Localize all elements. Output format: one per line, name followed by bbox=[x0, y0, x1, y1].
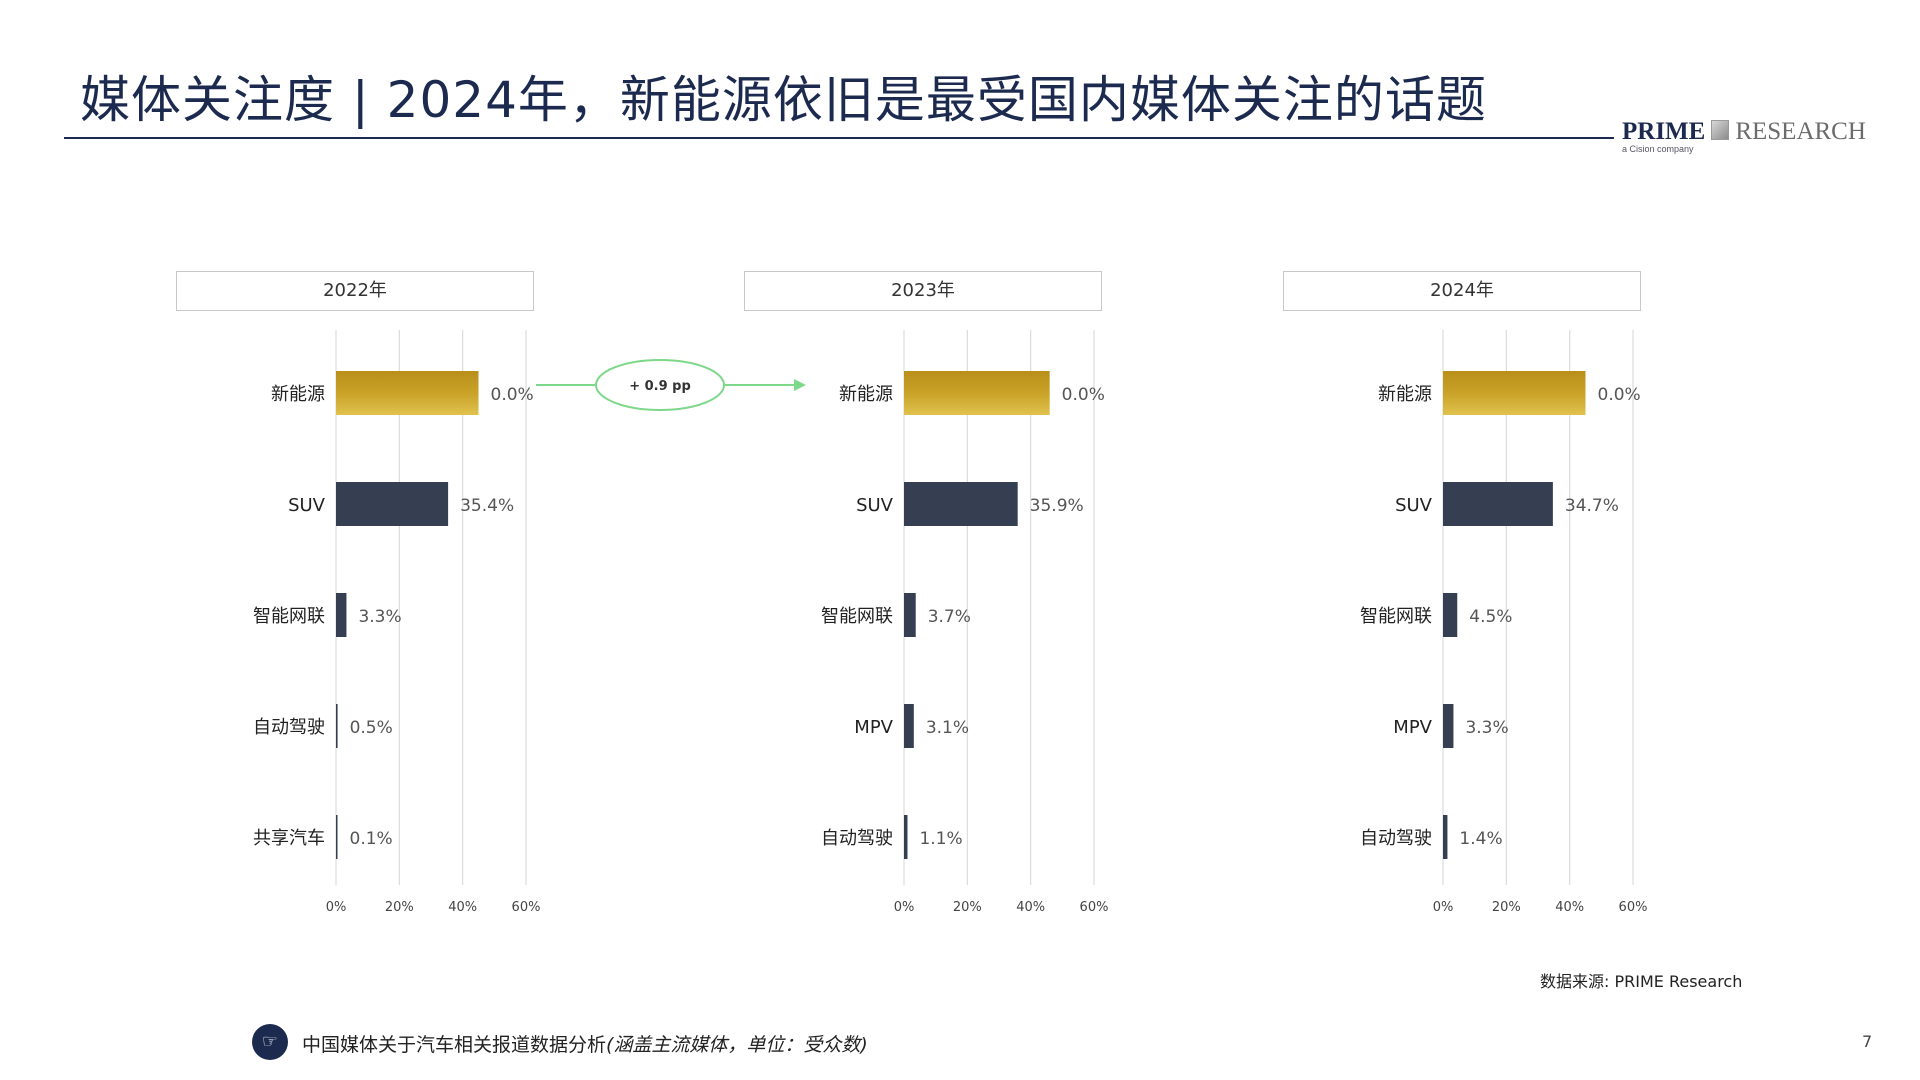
bar-2 bbox=[904, 482, 1018, 526]
bar-4 bbox=[336, 704, 338, 748]
bar-5 bbox=[336, 815, 338, 859]
pointing-hand-icon: ☞ bbox=[252, 1024, 288, 1060]
x-tick-label: 40% bbox=[1555, 900, 1584, 915]
logo-mark-icon bbox=[1711, 120, 1730, 140]
category-label: SUV bbox=[1395, 495, 1433, 516]
bar-2 bbox=[1443, 482, 1553, 526]
value-label: 3.3% bbox=[358, 607, 401, 627]
chart-title-2023: 2023年 bbox=[744, 271, 1102, 311]
category-label: 自动驾驶 bbox=[253, 717, 325, 738]
logo-prime-text: PRIME bbox=[1622, 118, 1706, 145]
x-tick-label: 20% bbox=[385, 900, 414, 915]
category-label: SUV bbox=[856, 495, 894, 516]
x-tick-label: 0% bbox=[326, 900, 347, 915]
bar-2 bbox=[336, 482, 449, 526]
chart-panel-2023: 0% 20% 40% 60% 新能源 0.0% SUV 35.9% 智能网联 3.7% MPV 3.1… bbox=[744, 265, 1264, 925]
value-label: 0.5% bbox=[350, 718, 393, 738]
x-tick-label: 60% bbox=[1619, 900, 1648, 915]
logo-research-text: RESEARCH bbox=[1735, 118, 1866, 145]
bar-chart-2023: 0% 20% 40% 60% 新能源 0.0% SUV 35.9% 智能网联 3.7% MPV 3.1… bbox=[821, 330, 1109, 915]
value-label: 1.1% bbox=[919, 829, 962, 849]
annotation-bubble bbox=[595, 359, 725, 411]
footer-note-scope: (涵盖主流媒体，单位：受众数) bbox=[606, 1034, 868, 1056]
bar-4 bbox=[904, 704, 914, 748]
category-label: 共享汽车 bbox=[253, 828, 325, 849]
value-label: 35.9% bbox=[1030, 496, 1084, 516]
x-tick-label: 0% bbox=[894, 900, 915, 915]
footer-note-text: 中国媒体关于汽车相关报道数据分析 bbox=[302, 1034, 607, 1056]
logo-subtitle: a Cision company bbox=[1622, 144, 1694, 154]
x-tick-label: 60% bbox=[512, 900, 541, 915]
chart-title-2022: 2022年 bbox=[176, 271, 534, 311]
bar-3 bbox=[336, 593, 347, 637]
category-label: 新能源 bbox=[839, 384, 893, 405]
category-label: 新能源 bbox=[271, 384, 325, 405]
value-label: 3.1% bbox=[926, 718, 969, 738]
value-label: 0.1% bbox=[350, 829, 393, 849]
bar-5 bbox=[904, 815, 908, 859]
bar-chart-2024: 0% 20% 40% 60% 新能源 0.0% SUV 34.7% 智能网联 4.5% MPV 3.3… bbox=[1360, 330, 1648, 915]
chart-title-2024: 2024年 bbox=[1283, 271, 1641, 311]
category-label: MPV bbox=[854, 717, 893, 738]
category-label: 新能源 bbox=[1378, 384, 1432, 405]
annotation-label: + 0.9 pp bbox=[629, 379, 691, 394]
bar-3 bbox=[904, 593, 916, 637]
page-title: 媒体关注度 | 2024年，新能源依旧是最受国内媒体关注的话题 bbox=[80, 71, 1487, 129]
category-label: MPV bbox=[1393, 717, 1432, 738]
chart-panel-2024: 0% 20% 40% 60% 新能源 0.0% SUV 34.7% 智能网联 4.5% MPV 3.3… bbox=[1283, 265, 1803, 925]
value-label: 0.0% bbox=[491, 385, 534, 405]
category-label: 智能网联 bbox=[253, 606, 325, 627]
bar-4 bbox=[1443, 704, 1454, 748]
bar-5 bbox=[1443, 815, 1448, 859]
category-label: 自动驾驶 bbox=[1360, 828, 1432, 849]
category-label: 智能网联 bbox=[1360, 606, 1432, 627]
x-tick-label: 40% bbox=[448, 900, 477, 915]
value-label: 4.5% bbox=[1469, 607, 1512, 627]
page-number: 7 bbox=[1862, 1032, 1873, 1051]
annotation-arrowhead-icon bbox=[794, 379, 806, 391]
value-label: 3.7% bbox=[928, 607, 971, 627]
value-label: 1.4% bbox=[1459, 829, 1502, 849]
bar-1 bbox=[336, 371, 479, 415]
footer-note: 中国媒体关于汽车相关报道数据分析(涵盖主流媒体，单位：受众数) bbox=[302, 1030, 868, 1057]
growth-annotation: + 0.9 pp bbox=[536, 359, 806, 411]
prime-research-logo: PRIME RESEARCH a Cision company bbox=[1622, 118, 1872, 158]
bar-1 bbox=[904, 371, 1050, 415]
category-label: 智能网联 bbox=[821, 606, 893, 627]
category-label: SUV bbox=[288, 495, 326, 516]
title-divider bbox=[64, 137, 1614, 139]
x-tick-label: 0% bbox=[1433, 900, 1454, 915]
bar-1 bbox=[1443, 371, 1586, 415]
value-label: 35.4% bbox=[460, 496, 514, 516]
bar-chart-2022: 0% 20% 40% 60% 新能源 0.0% SUV 35.4% 智能网联 3.3% 自动驾驶 0.… bbox=[253, 330, 541, 915]
x-tick-label: 40% bbox=[1016, 900, 1045, 915]
data-source: 数据来源: PRIME Research bbox=[1540, 972, 1743, 991]
value-label: 0.0% bbox=[1062, 385, 1105, 405]
bar-3 bbox=[1443, 593, 1458, 637]
x-tick-label: 20% bbox=[953, 900, 982, 915]
x-tick-label: 20% bbox=[1492, 900, 1521, 915]
value-label: 0.0% bbox=[1598, 385, 1641, 405]
x-tick-label: 60% bbox=[1080, 900, 1109, 915]
value-label: 34.7% bbox=[1565, 496, 1619, 516]
chart-panel-2022: 0% 20% 40% 60% 新能源 0.0% SUV 35.4% 智能网联 3.3% 自动驾驶 0.… bbox=[176, 265, 696, 925]
value-label: 3.3% bbox=[1465, 718, 1508, 738]
category-label: 自动驾驶 bbox=[821, 828, 893, 849]
